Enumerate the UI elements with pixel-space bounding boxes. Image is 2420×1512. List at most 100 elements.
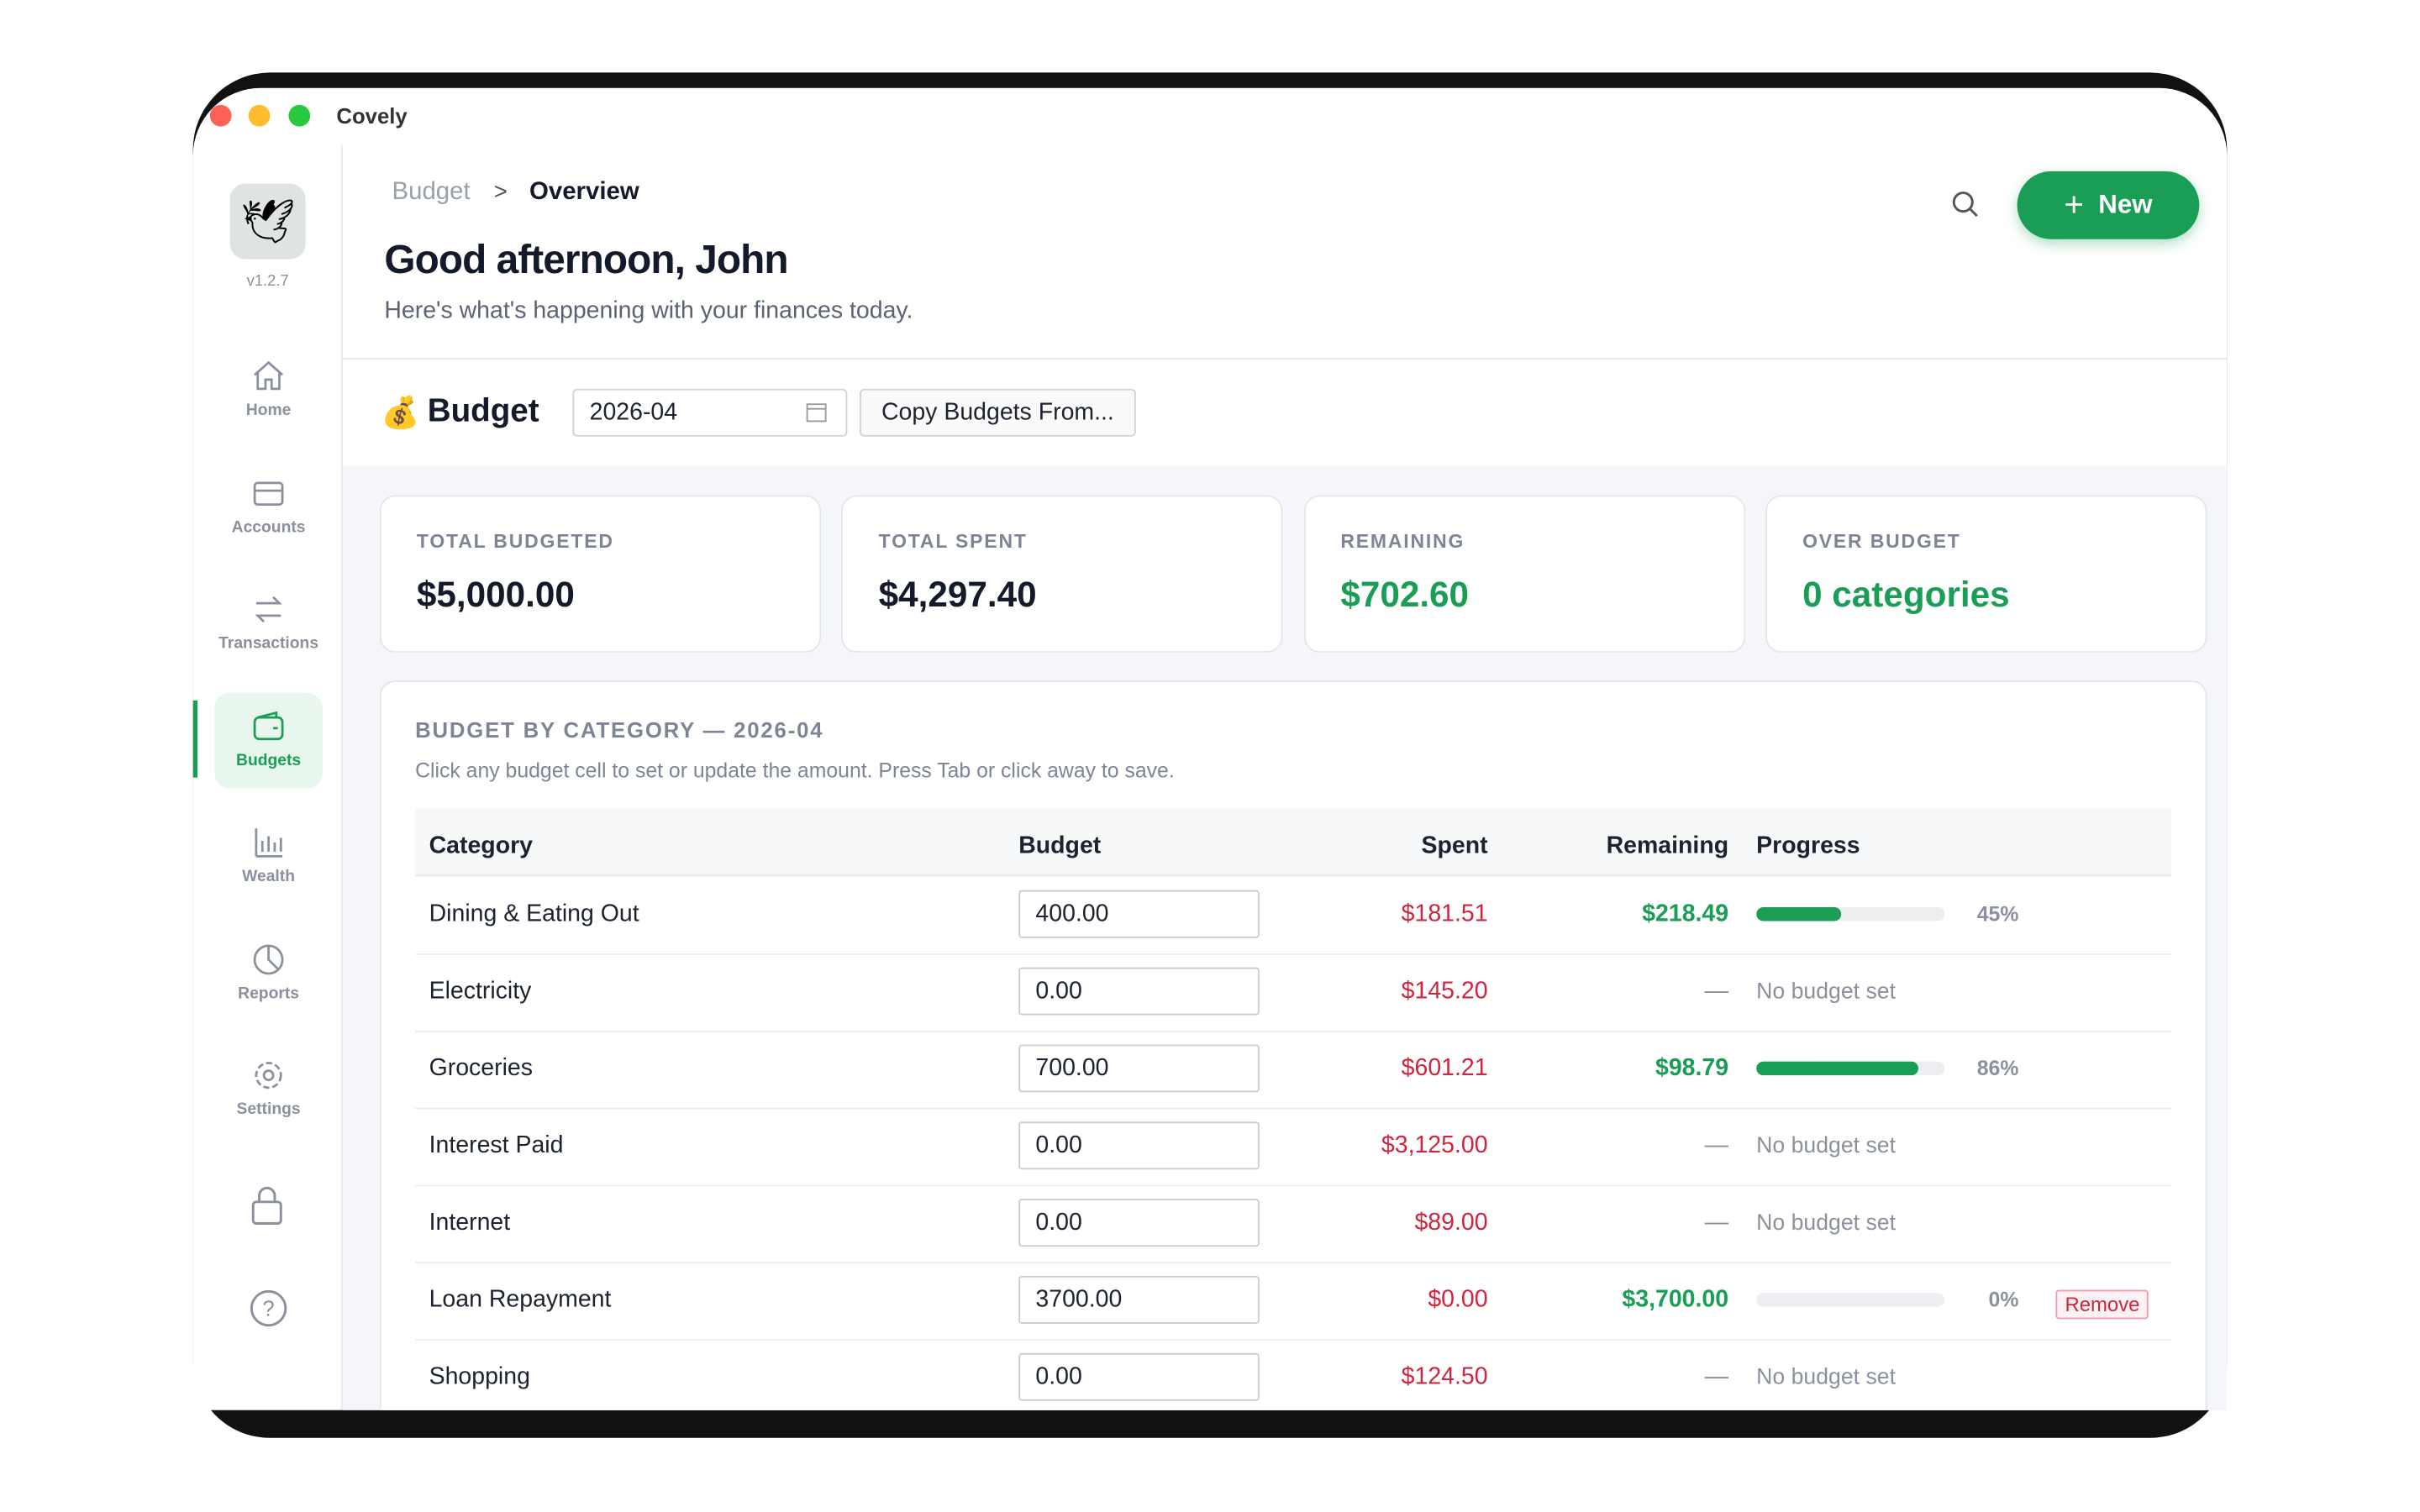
- row-divider: [415, 953, 2172, 955]
- month-input[interactable]: 2026-04: [572, 388, 848, 437]
- budget-input[interactable]: 0.00: [1018, 1199, 1260, 1247]
- progress-track: [1756, 906, 1945, 921]
- budget-value: 700.00: [1035, 1055, 1109, 1082]
- lock-icon[interactable]: [249, 1184, 286, 1226]
- help-icon[interactable]: ?: [249, 1289, 289, 1329]
- stat-label: OVER BUDGET: [1802, 530, 1961, 553]
- nav-item[interactable]: Settings: [214, 1057, 323, 1119]
- row-divider: [415, 1030, 2172, 1032]
- budget-icon: 💰: [381, 396, 420, 431]
- stat-value: $5,000.00: [416, 574, 575, 615]
- stat-label: REMAINING: [1340, 530, 1465, 553]
- row-divider: [415, 1339, 2172, 1341]
- category-name: Dining & Eating Out: [429, 900, 639, 927]
- row-divider: [415, 1184, 2172, 1187]
- remove-button[interactable]: Remove: [2055, 1289, 2149, 1320]
- breadcrumb-current: Overview: [529, 179, 639, 206]
- nav-item[interactable]: Budgets: [214, 707, 323, 769]
- budget-status: No budget set: [1756, 1210, 1897, 1236]
- budget-status: No budget set: [1756, 1133, 1897, 1159]
- budget-input[interactable]: 0.00: [1018, 1352, 1260, 1401]
- minimize-button[interactable]: [248, 104, 271, 127]
- nav-active-indicator: [192, 700, 198, 778]
- search-icon[interactable]: [1951, 190, 1982, 221]
- nav-label: Transactions: [218, 633, 319, 653]
- budget-input[interactable]: 400.00: [1018, 890, 1260, 938]
- budget-value: 0.00: [1035, 978, 1082, 1005]
- budget-value: 0.00: [1035, 1132, 1082, 1159]
- calendar-icon: [806, 403, 827, 423]
- stat-value: 0 categories: [1802, 574, 2010, 615]
- table-title: BUDGET BY CATEGORY — 2026-04: [415, 717, 824, 743]
- progress-label: 86%: [1976, 1057, 2019, 1080]
- category-name: Loan Repayment: [429, 1286, 612, 1314]
- stat-card: REMAINING $702.60: [1303, 495, 1745, 653]
- nav-icon: [253, 710, 284, 740]
- nav-label: Settings: [236, 1100, 301, 1119]
- window-title: Covely: [336, 103, 408, 129]
- header-divider: [342, 358, 2228, 360]
- stat-label: TOTAL SPENT: [878, 530, 1028, 553]
- category-name: Internet: [429, 1209, 511, 1236]
- nav-icon: [253, 943, 284, 974]
- progress-track: [1756, 1293, 1945, 1307]
- budget-heading: Budget: [427, 393, 539, 429]
- nav-item[interactable]: Home: [214, 358, 323, 420]
- remaining-amount: —: [1704, 1132, 1729, 1159]
- nav-item[interactable]: Accounts: [214, 475, 323, 536]
- budget-input[interactable]: 3700.00: [1018, 1275, 1260, 1324]
- close-button[interactable]: [209, 104, 232, 127]
- progress-bar: [1756, 1061, 1918, 1076]
- spent-amount: $3,125.00: [1381, 1132, 1488, 1159]
- category-name: Groceries: [429, 1055, 534, 1082]
- stat-value: $4,297.40: [878, 574, 1037, 615]
- row-divider: [415, 1107, 2172, 1110]
- row-divider: [415, 1262, 2172, 1264]
- breadcrumb-separator: >: [493, 179, 508, 206]
- nav-icon: [255, 828, 283, 858]
- new-button-label: New: [2098, 189, 2153, 219]
- column-header: Progress: [1756, 832, 1860, 860]
- category-name: Interest Paid: [429, 1132, 564, 1159]
- budget-input[interactable]: 700.00: [1018, 1044, 1260, 1093]
- nav-label: Reports: [238, 983, 300, 1002]
- nav-icon: [255, 596, 282, 623]
- column-header: Category: [429, 832, 534, 860]
- nav-active-bg: [214, 692, 323, 789]
- stat-value: $702.60: [1340, 574, 1470, 615]
- column-header: Remaining: [1606, 832, 1729, 860]
- budget-input[interactable]: 0.00: [1018, 1121, 1260, 1170]
- table-hint: Click any budget cell to set or update t…: [415, 759, 1175, 783]
- remaining-amount: —: [1704, 1209, 1729, 1236]
- nav-label: Home: [245, 401, 292, 420]
- budget-status: No budget set: [1756, 979, 1897, 1005]
- stat-card: OVER BUDGET 0 categories: [1765, 495, 2207, 653]
- window: Covely 🕊 v1.2.7 ? Budget > Overview Good…: [192, 87, 2228, 1410]
- copy-budgets-button[interactable]: Copy Budgets From...: [860, 388, 1136, 437]
- nav-label: Budgets: [236, 750, 302, 769]
- category-name: Electricity: [429, 978, 532, 1005]
- nav-item[interactable]: Reports: [214, 940, 323, 1002]
- column-header: Spent: [1421, 832, 1488, 860]
- nav-icon: [255, 1062, 282, 1089]
- budget-value: 0.00: [1035, 1363, 1082, 1390]
- month-value: 2026-04: [589, 399, 678, 426]
- nav-item[interactable]: Transactions: [214, 591, 323, 653]
- new-button[interactable]: + New: [2017, 171, 2200, 239]
- stat-card: TOTAL SPENT $4,297.40: [841, 495, 1283, 653]
- zoom-button[interactable]: [288, 104, 311, 127]
- budget-input[interactable]: 0.00: [1018, 967, 1260, 1016]
- remaining-amount: $218.49: [1642, 900, 1729, 927]
- nav-item[interactable]: Wealth: [214, 824, 323, 885]
- spent-amount: $145.20: [1401, 978, 1488, 1005]
- spent-amount: $89.00: [1414, 1209, 1488, 1236]
- category-name: Shopping: [429, 1363, 530, 1390]
- table-header: [415, 808, 2172, 877]
- app-version: v1.2.7: [246, 273, 289, 291]
- spent-amount: $124.50: [1401, 1363, 1488, 1390]
- budget-status: No budget set: [1756, 1365, 1897, 1390]
- breadcrumb-parent[interactable]: Budget: [392, 179, 471, 206]
- budget-value: 400.00: [1035, 900, 1109, 927]
- progress-label: 0%: [1988, 1288, 2019, 1312]
- remaining-amount: —: [1704, 978, 1729, 1005]
